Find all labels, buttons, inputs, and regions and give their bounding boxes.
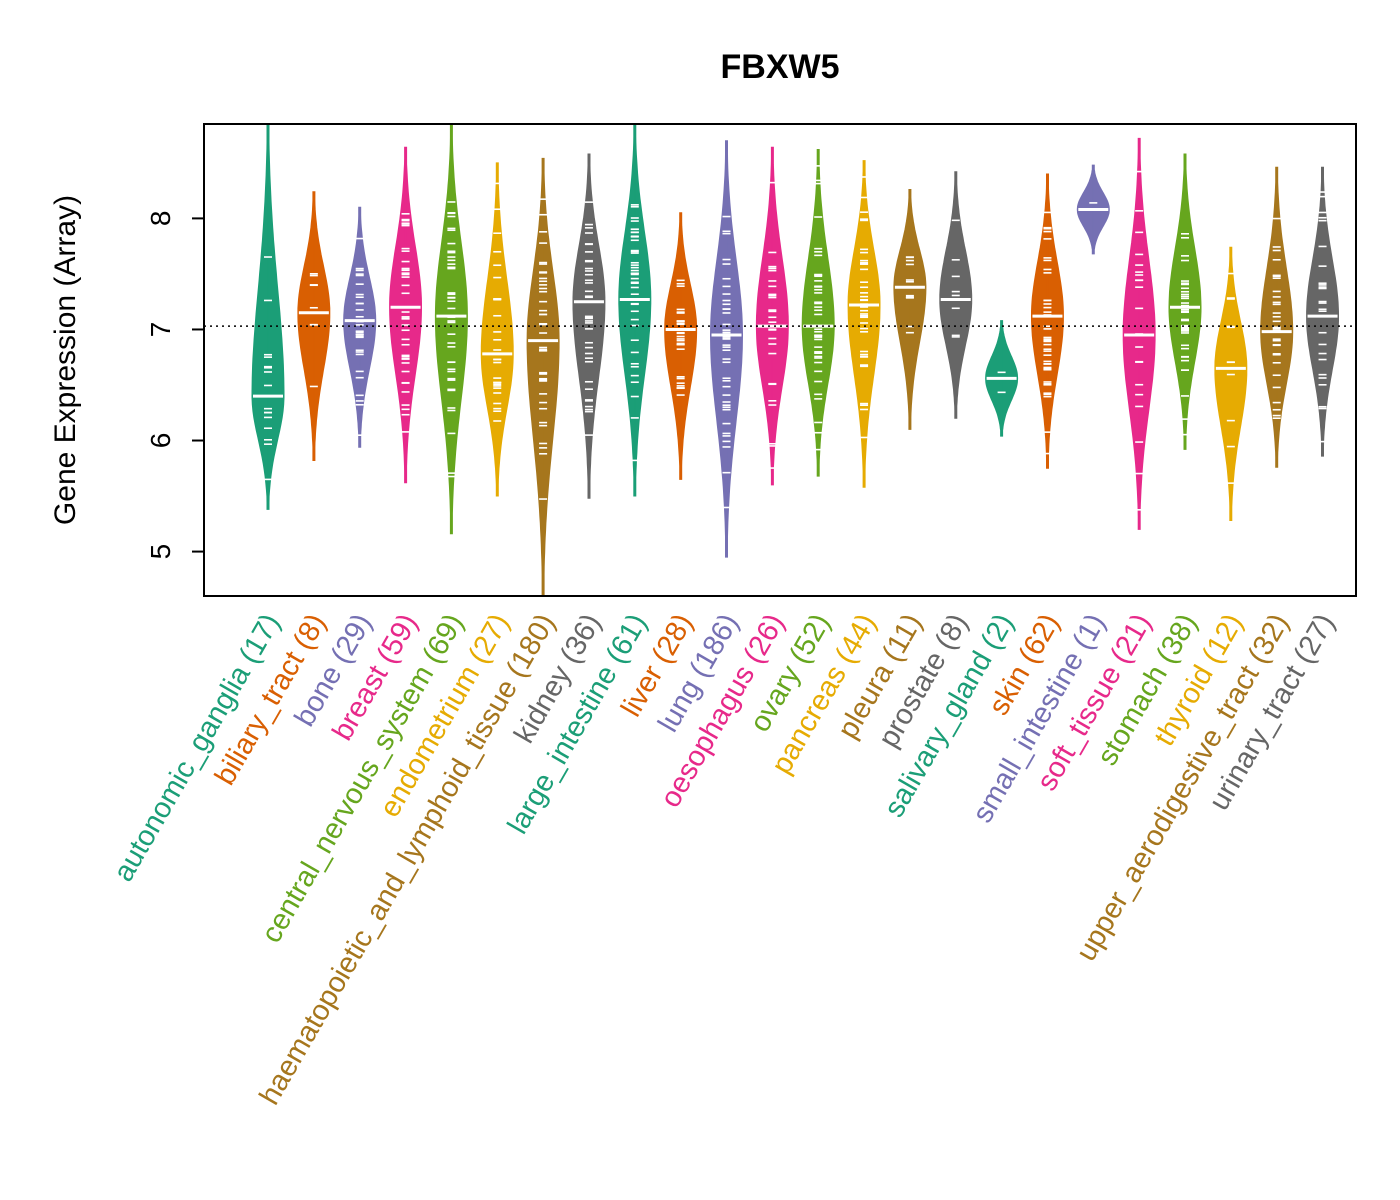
y-tick-label: 7 — [145, 322, 176, 338]
category-labels: autonomic_ganglia (17)biliary_tract (8)b… — [107, 609, 1341, 1111]
y-tick-label: 8 — [145, 211, 176, 227]
chart-title: FBXW5 — [721, 48, 840, 86]
y-tick-label: 5 — [145, 544, 176, 560]
y-tick-label: 6 — [145, 433, 176, 449]
plot-area — [204, 124, 1356, 596]
y-axis-label: Gene Expression (Array) — [49, 195, 82, 525]
plot-frame — [203, 123, 1357, 597]
y-axis: 5 6 7 8 — [145, 211, 204, 560]
